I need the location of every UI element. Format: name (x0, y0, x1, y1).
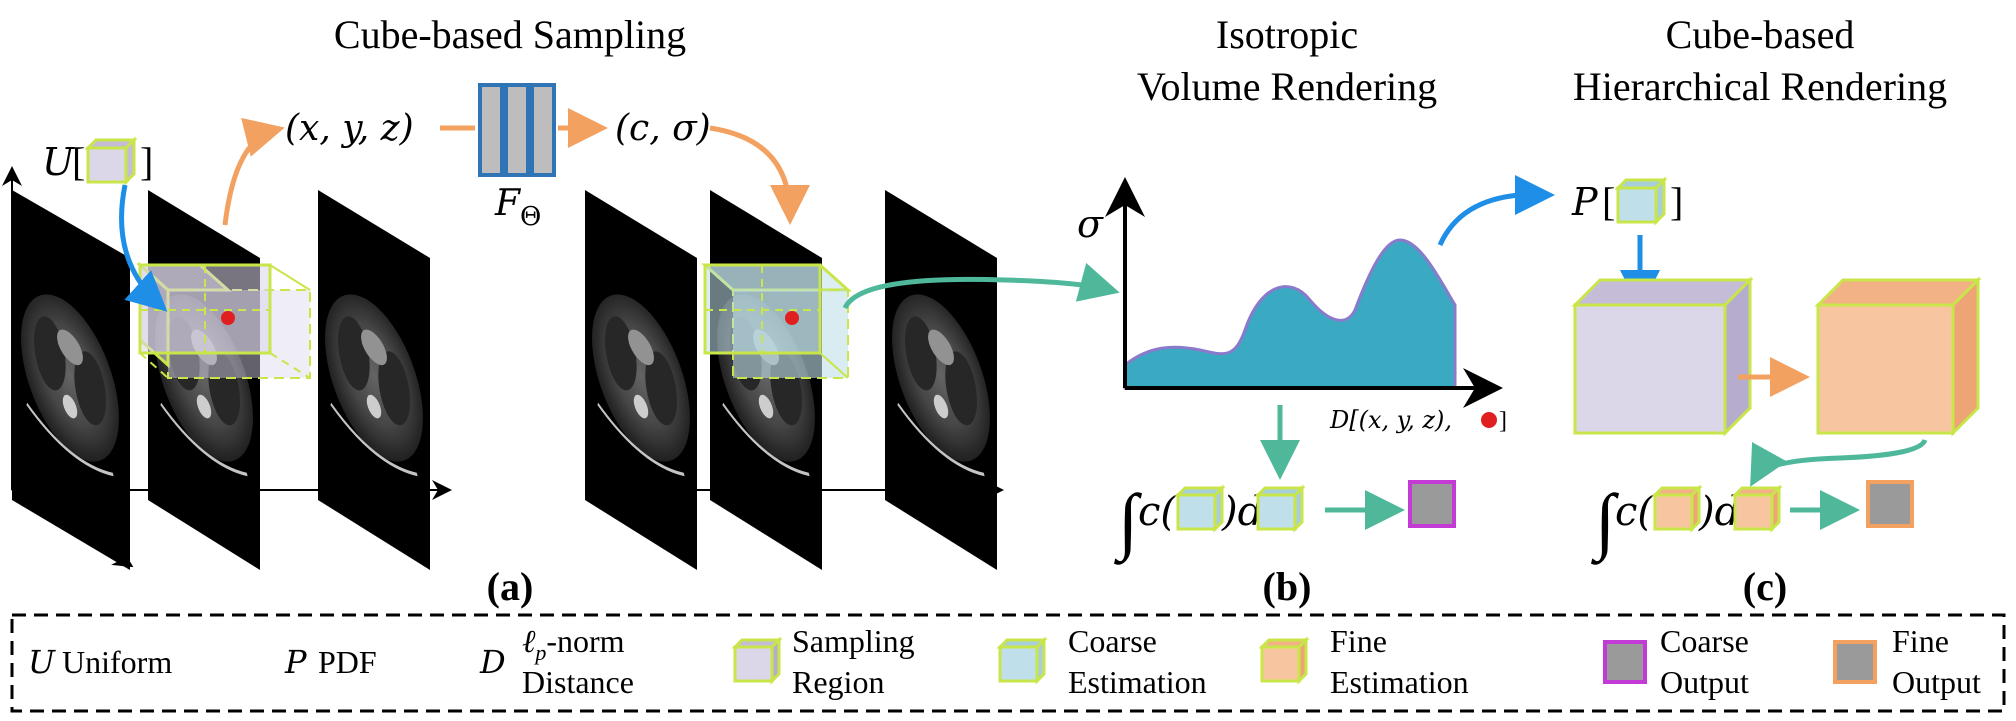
legend: U Uniform P PDF D ℓp-norm Distance Sampl… (10, 613, 2006, 713)
legend-sampling-line1: Sampling (792, 623, 915, 659)
legend-fine-out-line2: Output (1892, 664, 1981, 700)
arrow-orange-to-stack-b (709, 125, 810, 225)
panel-label-b: (b) (1263, 564, 1312, 609)
coarse-output-square-icon (1408, 480, 1456, 528)
coarse-cube-b (701, 263, 852, 379)
density-plot: σ D[(x, y, z), ] (1077, 177, 1507, 434)
arrow-blue-uniform (119, 184, 168, 312)
orange-cube-icon (1651, 484, 1703, 533)
xyz-label: (x, y, z) (285, 108, 414, 149)
svg-text:∫: ∫ (1114, 480, 1143, 565)
coarse-output-square-icon (1603, 640, 1647, 684)
arrow-green-to-integral-c (1750, 438, 1928, 487)
bracket-open-a: [ (72, 139, 85, 184)
sigma-axis-label: σ (1077, 202, 1104, 246)
bracket-close-c: ] (1670, 179, 1683, 224)
blue-cube-icon (1614, 176, 1668, 226)
purple-cube-icon (84, 136, 138, 186)
large-purple-cube (1571, 276, 1754, 437)
orange-cube-icon (1258, 636, 1310, 685)
large-orange-cube (1814, 276, 1982, 437)
legend-coarse-est-line1: Coarse (1068, 623, 1157, 659)
svg-text:c(: c( (1138, 489, 1177, 535)
arrow-green-to-plot (842, 262, 1120, 310)
legend-uniform-label: Uniform (62, 644, 172, 680)
density-curve (1123, 238, 1457, 390)
legend-uniform-symbol: U (28, 643, 56, 681)
svg-text:∫: ∫ (1591, 480, 1620, 565)
title-volume-rendering: Volume Rendering (1137, 64, 1437, 109)
svg-text:)d: )d (1698, 489, 1740, 535)
legend-sampling-line2: Region (792, 664, 884, 700)
arrow-blue-to-pdf (1437, 175, 1555, 247)
blue-cube-icon (1174, 484, 1226, 533)
blue-cube-icon (996, 636, 1048, 685)
sample-point-b (785, 311, 799, 325)
ct-stack-b (585, 190, 1004, 570)
legend-fine-out-line1: Fine (1892, 623, 1949, 659)
blue-cube-icon (1254, 484, 1306, 533)
title-cube-based-sampling: Cube-based Sampling (334, 12, 686, 57)
fine-output-square-icon (1833, 640, 1877, 684)
arrow-orange-to-xyz (222, 117, 285, 226)
legend-norm-label: ℓp-norm (522, 623, 625, 665)
bracket-open-c: [ (1602, 179, 1615, 224)
title-hierarchical-rendering: Hierarchical Rendering (1573, 64, 1947, 109)
distance-axis-label: D[(x, y, z), (1329, 406, 1452, 434)
integral-b: ∫ c( )d (1114, 480, 1456, 565)
network-f-theta (478, 83, 556, 177)
uniform-symbol-a: U (42, 140, 76, 184)
distance-axis-close: ] (1499, 408, 1507, 434)
purple-cube-icon (731, 636, 783, 685)
legend-pdf-label: PDF (318, 644, 377, 680)
sampling-cube-a (136, 261, 311, 379)
panel-label-a: (a) (487, 564, 534, 609)
integral-c: ∫ c( )d (1591, 480, 1914, 565)
legend-fine-est-line2: Estimation (1330, 664, 1469, 700)
legend-distance-label: Distance (522, 664, 634, 700)
legend-distance-symbol: D (479, 643, 506, 681)
legend-coarse-est-line2: Estimation (1068, 664, 1207, 700)
sample-point-a (221, 311, 235, 325)
orange-cube-icon (1731, 484, 1783, 533)
title-isotropic: Isotropic (1216, 12, 1358, 57)
legend-pdf-symbol: P (284, 643, 307, 681)
red-point-icon (1481, 412, 1497, 428)
ct-stack-a (1, 166, 452, 570)
c-sigma-label: (c, σ) (615, 108, 711, 149)
legend-coarse-out-line2: Output (1660, 664, 1749, 700)
legend-coarse-out-line1: Coarse (1660, 623, 1749, 659)
bracket-close-a: ] (140, 139, 153, 184)
svg-text:c(: c( (1615, 489, 1654, 535)
fine-output-square-icon (1866, 480, 1914, 528)
title-cube-based: Cube-based (1666, 12, 1855, 57)
svg-text:)d: )d (1221, 489, 1263, 535)
panel-label-c: (c) (1743, 564, 1787, 609)
legend-fine-est-line1: Fine (1330, 623, 1387, 659)
pdf-symbol-c: P (1571, 180, 1599, 224)
f-theta-label: FΘ (494, 183, 541, 232)
